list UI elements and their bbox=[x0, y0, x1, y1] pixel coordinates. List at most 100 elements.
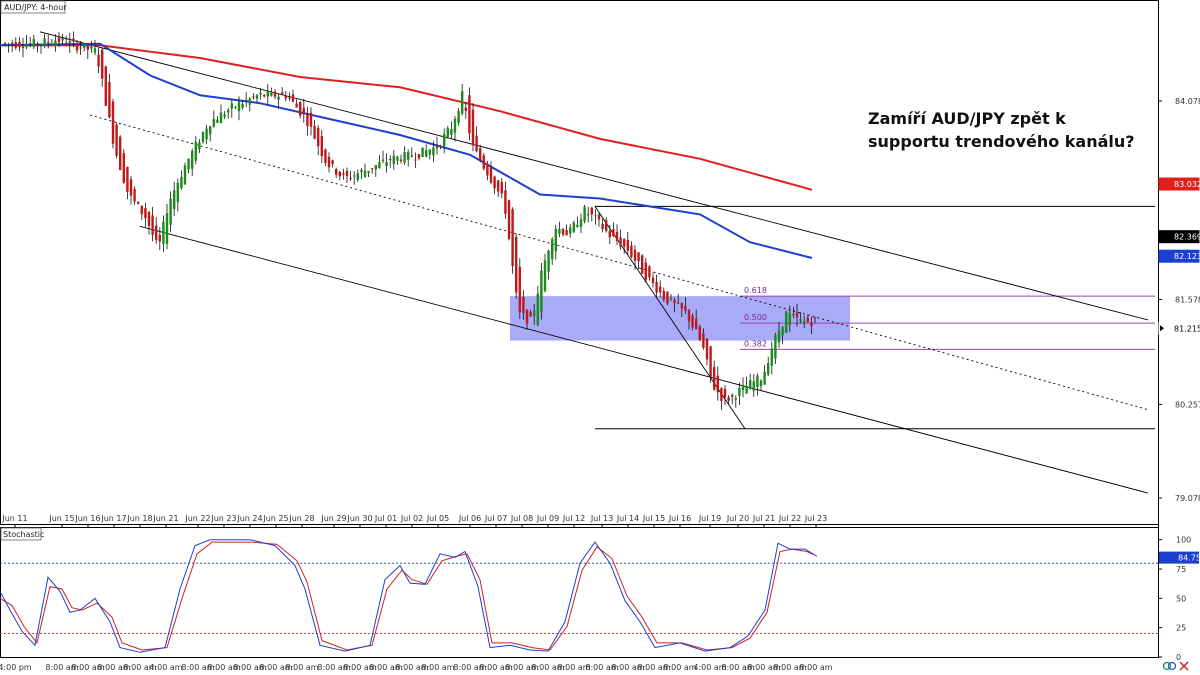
candle-bull bbox=[752, 381, 755, 391]
candle-bull bbox=[558, 228, 561, 234]
time-row-label: 8:00 am bbox=[637, 663, 670, 672]
stochastic-tick-label: 50 bbox=[1176, 594, 1186, 603]
candle-bull bbox=[248, 98, 251, 105]
time-row-label: 8:00 am bbox=[45, 663, 78, 672]
x-tick-label: Jun 23 bbox=[210, 514, 236, 523]
candle-bull bbox=[540, 270, 543, 312]
candle-bull bbox=[533, 310, 536, 317]
candle-bull bbox=[234, 106, 237, 108]
candle-bull bbox=[792, 313, 795, 316]
candle-bear bbox=[299, 101, 302, 116]
candle-bull bbox=[39, 44, 43, 46]
candle-bull bbox=[180, 177, 183, 189]
candle-bear bbox=[713, 367, 716, 390]
candle-bear bbox=[317, 127, 320, 147]
candle-bull bbox=[731, 394, 734, 397]
candle-bear bbox=[263, 94, 266, 97]
candle-bull bbox=[453, 119, 457, 133]
x-tick-label: Jul 22 bbox=[778, 514, 801, 523]
fib-label: 0.382 bbox=[744, 339, 767, 348]
candle-bear bbox=[561, 229, 565, 235]
candle-bear bbox=[324, 149, 327, 164]
candle-bull bbox=[54, 40, 57, 46]
candle-bull bbox=[205, 128, 208, 140]
candle-bear bbox=[288, 97, 291, 99]
candle-bear bbox=[810, 322, 813, 327]
candle-bear bbox=[648, 266, 651, 278]
candle-bear bbox=[615, 231, 619, 241]
time-row-label: 8:00 am bbox=[181, 663, 214, 672]
candle-bull bbox=[363, 170, 367, 178]
candle-bear bbox=[504, 190, 507, 214]
candle-bull bbox=[187, 158, 190, 170]
candle-bull bbox=[7, 43, 10, 45]
x-tick-label: Jul 16 bbox=[668, 514, 691, 523]
candle-bear bbox=[291, 94, 295, 102]
candle-bear bbox=[331, 160, 334, 165]
candle-bear bbox=[302, 108, 305, 115]
price-tick-label: 80.257 bbox=[1175, 400, 1200, 409]
candle-bull bbox=[162, 221, 165, 244]
candle-bear bbox=[795, 312, 799, 318]
candle-bull bbox=[443, 134, 446, 147]
candle-bull bbox=[374, 165, 377, 170]
time-row-label: 8:00 am bbox=[395, 663, 428, 672]
candle-bull bbox=[169, 198, 172, 225]
stochastic-title-box: Stochastic bbox=[0, 527, 44, 541]
time-row-label: 8:00 am bbox=[773, 663, 806, 672]
x-tick-label: Jul 14 bbox=[616, 514, 639, 523]
candle-bear bbox=[684, 305, 687, 311]
candle-bull bbox=[356, 173, 359, 180]
candle-bull bbox=[576, 224, 579, 228]
x-tick-label: Jun 25 bbox=[262, 514, 288, 523]
candle-bear bbox=[720, 388, 723, 402]
link-icon[interactable] bbox=[1162, 661, 1177, 671]
candle-bear bbox=[309, 112, 313, 127]
candle-bear bbox=[47, 41, 50, 43]
time-row-label: 8:00 am bbox=[285, 663, 318, 672]
candle-bull bbox=[245, 99, 248, 101]
candle-bear bbox=[518, 266, 521, 313]
candle-bear bbox=[101, 49, 104, 79]
channel-midline bbox=[89, 114, 1149, 411]
candle-bull bbox=[547, 250, 550, 272]
candle-bull bbox=[457, 110, 460, 123]
stochastic-k-line bbox=[0, 539, 816, 653]
x-tick-label: Jul 02 bbox=[400, 514, 423, 523]
x-tick-label: Jul 23 bbox=[804, 514, 827, 523]
stochastic-tick-label: 100 bbox=[1176, 536, 1191, 545]
candle-bear bbox=[389, 158, 392, 161]
candle-bear bbox=[482, 155, 485, 169]
candle-bear bbox=[493, 176, 496, 189]
candle-bull bbox=[450, 128, 453, 135]
candle-bear bbox=[630, 245, 633, 257]
time-row-label: 8:00 am bbox=[585, 663, 618, 672]
candle-bear bbox=[137, 201, 140, 204]
candle-bear bbox=[666, 291, 669, 304]
price-axis: 84.078 81.578 80.257 79.078 83.032 82.369 82.1… bbox=[1158, 97, 1200, 503]
time-row-label: 8:00 am bbox=[369, 663, 402, 672]
main-pane-frame bbox=[0, 0, 1159, 525]
close-icon[interactable] bbox=[1179, 661, 1189, 671]
candle-bear bbox=[641, 255, 644, 274]
candle-bull bbox=[738, 387, 741, 396]
candle-bear bbox=[601, 223, 604, 230]
candle-bull bbox=[439, 145, 442, 147]
red-moving-average bbox=[0, 44, 813, 191]
candle-bull bbox=[183, 165, 187, 185]
time-row-label: 8:00 am bbox=[97, 663, 130, 672]
candle-bull bbox=[93, 48, 97, 53]
candle-bear bbox=[806, 317, 809, 322]
candle-bear bbox=[72, 38, 75, 42]
candle-bear bbox=[497, 180, 500, 192]
candle-bull bbox=[774, 335, 777, 359]
price-tag bbox=[1158, 321, 1200, 335]
candle-bear bbox=[349, 178, 352, 180]
candle-bear bbox=[813, 317, 817, 319]
candle-bear bbox=[410, 155, 413, 157]
time-row-label: 8:00 am bbox=[71, 663, 104, 672]
fib-label: 0.618 bbox=[744, 286, 767, 295]
time-row-label: 8:00 am bbox=[259, 663, 292, 672]
candle-bear bbox=[158, 234, 161, 242]
candle-bull bbox=[396, 156, 399, 161]
